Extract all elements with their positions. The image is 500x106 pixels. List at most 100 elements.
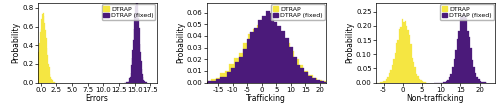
Bar xyxy=(48,64,49,83)
Bar xyxy=(299,65,304,83)
Bar xyxy=(320,81,324,83)
Bar xyxy=(257,25,262,83)
Bar xyxy=(43,13,44,83)
Bar xyxy=(204,82,208,83)
Bar xyxy=(412,58,413,83)
Bar xyxy=(271,24,276,83)
Bar xyxy=(258,20,262,83)
Bar xyxy=(443,82,444,83)
Bar xyxy=(254,28,258,83)
Bar xyxy=(224,77,228,83)
Bar xyxy=(192,82,197,83)
Bar xyxy=(296,65,300,83)
Bar xyxy=(37,65,38,83)
Bar xyxy=(54,82,55,83)
Y-axis label: Probability: Probability xyxy=(346,22,354,63)
Legend: DTRAP, DTRAP (fixed): DTRAP, DTRAP (fixed) xyxy=(270,4,324,20)
Bar xyxy=(242,49,246,83)
Bar xyxy=(340,82,345,83)
Bar xyxy=(480,81,481,83)
Bar xyxy=(289,47,293,83)
Bar xyxy=(389,73,390,83)
Bar xyxy=(422,81,423,83)
Bar xyxy=(388,77,389,83)
Bar xyxy=(46,48,48,83)
Bar xyxy=(423,82,424,83)
Bar xyxy=(252,29,257,83)
Bar xyxy=(482,82,484,83)
Bar xyxy=(466,18,468,83)
Bar xyxy=(206,81,211,83)
Bar xyxy=(138,18,139,83)
Bar xyxy=(280,39,285,83)
X-axis label: Trafficking: Trafficking xyxy=(246,94,286,103)
Bar xyxy=(270,13,274,83)
Bar xyxy=(462,13,464,83)
Bar xyxy=(383,81,384,83)
Bar xyxy=(406,26,407,83)
Bar xyxy=(197,82,202,83)
Bar xyxy=(386,79,388,83)
Bar xyxy=(239,57,242,83)
Bar xyxy=(45,30,46,83)
Bar xyxy=(392,65,393,83)
Bar xyxy=(470,48,472,83)
Bar xyxy=(458,31,460,83)
Bar xyxy=(399,29,400,83)
Bar xyxy=(230,64,234,83)
Bar xyxy=(144,81,145,83)
Bar xyxy=(332,82,335,83)
Bar xyxy=(293,57,296,83)
Y-axis label: Probability: Probability xyxy=(176,22,186,63)
Bar xyxy=(140,52,141,83)
Bar xyxy=(474,67,475,83)
Bar xyxy=(452,67,454,83)
Bar xyxy=(131,65,132,83)
Bar xyxy=(478,80,480,83)
Bar xyxy=(262,16,266,83)
Bar xyxy=(38,52,39,83)
Bar xyxy=(326,82,332,83)
Bar xyxy=(188,82,192,83)
Bar xyxy=(444,82,446,83)
Bar xyxy=(238,53,244,83)
Bar xyxy=(409,35,410,83)
Bar xyxy=(137,0,138,83)
Bar xyxy=(446,81,448,83)
Bar xyxy=(231,68,235,83)
Bar xyxy=(332,82,336,83)
Bar xyxy=(312,78,316,83)
Bar xyxy=(464,16,466,83)
Bar xyxy=(266,21,271,83)
Bar xyxy=(274,22,278,83)
Bar xyxy=(130,73,131,83)
Bar xyxy=(304,71,308,83)
Bar xyxy=(134,15,135,83)
Bar xyxy=(312,79,318,83)
Bar xyxy=(413,62,414,83)
Bar xyxy=(322,81,326,83)
Bar xyxy=(141,61,142,83)
Bar xyxy=(390,70,392,83)
Bar xyxy=(419,79,420,83)
Bar xyxy=(336,82,340,83)
Bar xyxy=(129,78,130,83)
Bar xyxy=(416,75,418,83)
Bar xyxy=(42,14,43,83)
Bar xyxy=(196,82,200,83)
Legend: DTRAP, DTRAP (fixed): DTRAP, DTRAP (fixed) xyxy=(440,4,494,20)
Bar xyxy=(276,27,280,83)
Bar xyxy=(145,82,146,83)
Bar xyxy=(136,1,137,83)
Bar xyxy=(472,60,474,83)
Bar xyxy=(234,58,238,83)
Bar xyxy=(262,18,266,83)
Bar xyxy=(382,82,383,83)
Bar xyxy=(128,81,129,83)
Bar xyxy=(246,39,250,83)
Bar xyxy=(484,82,486,83)
Bar xyxy=(290,51,294,83)
Bar xyxy=(328,82,332,83)
Bar xyxy=(39,43,40,83)
Bar xyxy=(212,81,216,83)
